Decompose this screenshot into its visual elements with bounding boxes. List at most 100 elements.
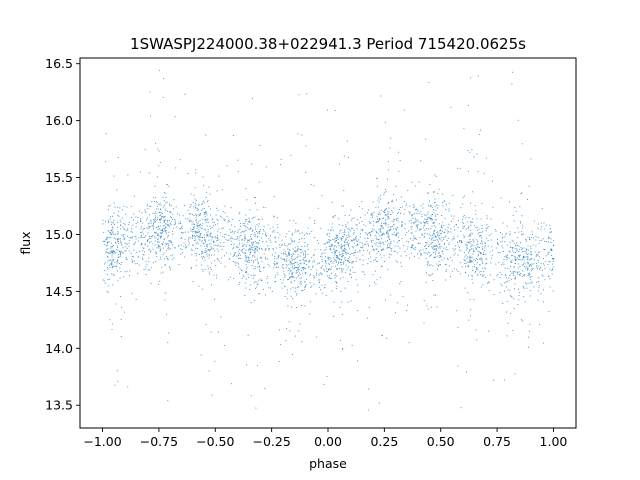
- data-point: [497, 243, 498, 245]
- data-point: [388, 169, 390, 171]
- data-point: [397, 213, 398, 214]
- data-point: [466, 241, 468, 243]
- data-point: [417, 242, 419, 244]
- data-point: [231, 224, 233, 226]
- data-point: [457, 327, 459, 329]
- data-point: [344, 229, 345, 231]
- data-point: [195, 172, 197, 174]
- data-point: [514, 288, 515, 290]
- data-point: [251, 230, 253, 232]
- data-point: [238, 236, 240, 238]
- data-point: [386, 218, 388, 220]
- data-point: [229, 220, 231, 222]
- data-point: [426, 272, 427, 274]
- data-point: [144, 251, 146, 253]
- data-point: [260, 229, 261, 231]
- data-point: [418, 212, 420, 214]
- data-point: [202, 257, 203, 259]
- data-point: [357, 243, 359, 245]
- data-point: [112, 233, 114, 235]
- data-point: [132, 261, 134, 262]
- data-point: [184, 247, 186, 249]
- data-point: [527, 245, 529, 247]
- data-point: [200, 354, 202, 356]
- data-point: [289, 243, 291, 245]
- data-point: [336, 235, 338, 237]
- data-point: [271, 254, 273, 256]
- plot-area: [79, 57, 577, 429]
- data-point: [288, 321, 290, 323]
- data-point: [479, 252, 481, 253]
- data-point: [463, 195, 465, 197]
- data-point: [119, 251, 121, 253]
- data-point: [115, 251, 117, 253]
- data-point: [165, 223, 167, 225]
- data-point: [213, 241, 215, 243]
- data-point: [119, 238, 121, 240]
- data-point: [482, 247, 484, 249]
- data-point: [166, 201, 168, 203]
- data-point: [163, 220, 165, 222]
- data-point: [438, 251, 440, 253]
- data-point: [180, 237, 182, 239]
- data-point: [376, 221, 378, 223]
- y-tick-label: 16.5: [45, 56, 73, 71]
- data-point: [180, 253, 182, 255]
- data-point: [147, 227, 149, 229]
- data-point: [292, 298, 294, 300]
- data-point: [453, 225, 455, 227]
- data-point: [170, 221, 172, 223]
- data-point: [249, 244, 251, 246]
- data-point: [480, 252, 482, 254]
- data-point: [537, 227, 539, 229]
- data-point: [239, 228, 241, 230]
- data-point: [460, 207, 462, 209]
- data-point: [313, 259, 315, 261]
- data-point: [247, 223, 249, 225]
- data-point: [379, 242, 381, 244]
- data-point: [523, 286, 525, 288]
- data-point: [460, 273, 462, 275]
- data-point: [363, 224, 365, 226]
- data-point: [522, 259, 523, 261]
- data-point: [315, 274, 317, 276]
- data-point: [173, 199, 175, 201]
- data-point: [284, 296, 286, 297]
- data-point: [223, 241, 225, 243]
- data-point: [117, 232, 119, 234]
- data-point: [475, 239, 477, 241]
- data-point: [342, 348, 344, 349]
- data-point: [138, 240, 140, 242]
- data-point: [334, 110, 336, 111]
- data-point: [531, 257, 533, 259]
- data-point: [466, 245, 468, 247]
- data-point: [196, 214, 198, 216]
- data-point: [346, 252, 348, 254]
- data-point: [443, 231, 445, 233]
- data-point: [313, 275, 315, 277]
- data-point: [201, 253, 202, 255]
- data-point: [357, 310, 359, 311]
- data-point: [328, 277, 330, 279]
- data-point: [134, 235, 136, 237]
- data-point: [254, 247, 256, 249]
- data-point: [443, 225, 445, 226]
- data-point: [164, 204, 166, 206]
- data-point: [298, 94, 300, 96]
- data-point: [201, 218, 203, 220]
- data-point: [434, 256, 436, 258]
- data-point: [330, 277, 331, 279]
- data-point: [537, 237, 539, 238]
- data-point: [391, 220, 393, 222]
- data-point: [254, 250, 256, 252]
- data-point: [283, 243, 285, 245]
- data-point: [221, 249, 223, 251]
- data-point: [423, 300, 425, 302]
- data-point: [209, 267, 211, 268]
- data-point: [120, 221, 122, 223]
- data-point: [455, 245, 457, 247]
- data-point: [254, 197, 256, 199]
- data-point: [427, 264, 428, 266]
- data-point: [284, 245, 286, 246]
- data-point: [429, 200, 430, 202]
